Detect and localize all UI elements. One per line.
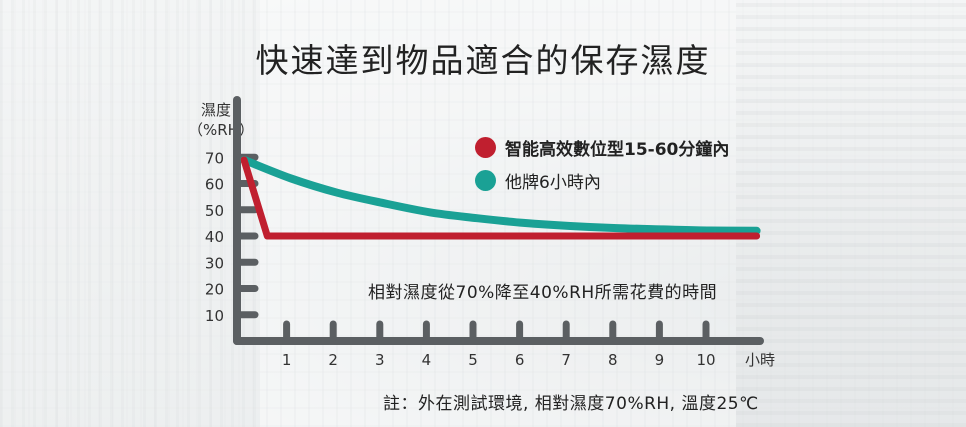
x-tick-label-1: 1	[282, 351, 292, 369]
x-tick-label-4: 4	[422, 351, 432, 369]
chart-annotation: 相對濕度從70%降至40%RH所需花費的時間	[368, 283, 718, 303]
y-tick-label-60: 60	[205, 176, 224, 194]
chart-title: 快速達到物品適合的保存濕度	[255, 41, 711, 80]
y-tick-label-70: 70	[205, 149, 224, 167]
x-tick-label-3: 3	[375, 351, 385, 369]
x-tick-label-10: 10	[696, 351, 715, 369]
legend-swatch-series-2	[475, 169, 496, 191]
y-tick-label-40: 40	[205, 228, 224, 246]
legend: 智能高效數位型15-60分鐘內 他牌6小時內	[475, 132, 729, 198]
x-tick-label-8: 8	[608, 351, 618, 369]
y-tick-label-50: 50	[205, 202, 224, 220]
x-tick-label-2: 2	[328, 351, 338, 369]
chart-footnote: 註：外在測試環境, 相對濕度70%RH, 溫度25℃	[383, 394, 759, 414]
legend-label-series-2: 他牌6小時內	[505, 172, 601, 193]
legend-item-series-2: 他牌6小時內	[475, 165, 729, 195]
x-tick-label-6: 6	[515, 351, 525, 369]
y-tick-label-10: 10	[205, 307, 224, 325]
series-line-2	[240, 155, 761, 235]
x-tick-label-7: 7	[561, 351, 571, 369]
x-tick-label-5: 5	[468, 351, 478, 369]
legend-swatch-series-1	[475, 136, 496, 158]
series-line-1	[240, 156, 761, 240]
y-tick-label-30: 30	[205, 254, 224, 272]
x-tick-label-9: 9	[655, 351, 665, 369]
legend-label-series-1: 智能高效數位型15-60分鐘內	[505, 139, 730, 160]
x-axis-unit-label: 小時	[745, 351, 775, 369]
y-tick-label-20: 20	[205, 281, 224, 299]
legend-item-series-1: 智能高效數位型15-60分鐘內	[475, 132, 729, 162]
